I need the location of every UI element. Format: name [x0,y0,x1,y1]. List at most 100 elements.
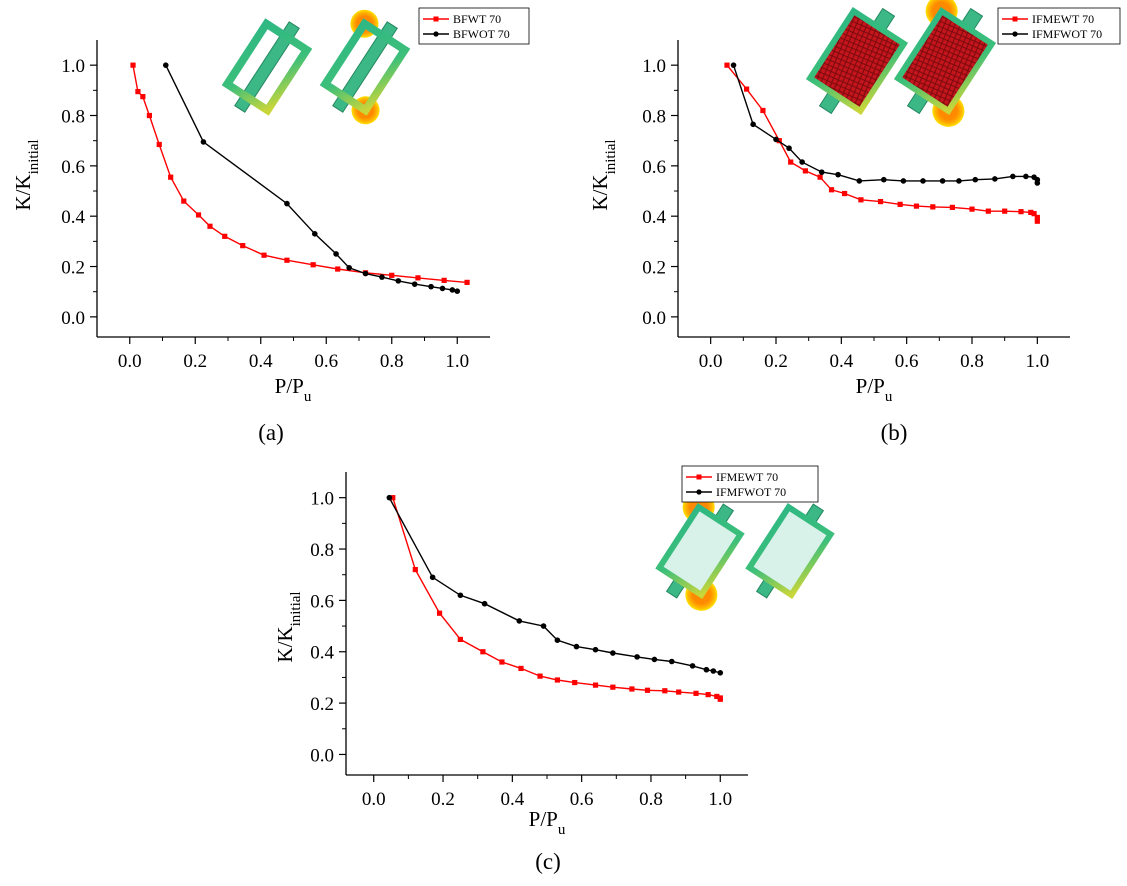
data-point [335,266,341,272]
legend-label: BFWT 70 [453,12,501,26]
data-point [457,636,463,643]
data-point [972,176,979,183]
legend-label: IFMFWOT 70 [1032,27,1102,41]
x-axis-label: P/Pu [529,807,566,838]
data-point [992,176,998,182]
data-point [379,274,385,280]
x-axis-label-sub: u [558,822,566,838]
x-tick-label: 0.0 [699,351,723,372]
data-point [411,281,418,287]
data-point [760,107,766,114]
data-point [710,668,717,674]
data-point [412,566,418,573]
panel-b: 0.0 0.2 0.4 0.6 0.8 1.0 0.0 0.2 0.4 0.6 0.8 1.0 P/Pu… [588,0,1121,445]
y-tick-label: 0.8 [642,107,666,128]
panel-c: 0.0 0.2 0.4 0.6 0.8 1.0 0.0 0.2 0.4 0.6 0.8 1.0 P/Pu… [273,465,835,874]
data-point [261,252,267,258]
data-point [799,159,805,165]
data-point [802,168,808,174]
x-tick-label: 0.4 [500,789,524,810]
data-point [441,277,447,283]
data-point [913,203,920,209]
data-point [481,600,488,607]
y-tick-label: 0.6 [642,157,666,178]
data-point [877,198,884,205]
data-point [956,178,962,184]
data-point [454,288,461,294]
data-point [415,275,421,281]
data-point [572,679,578,686]
x-tick-label: 0.8 [380,351,404,372]
x-tick-label: 0.4 [249,351,273,372]
x-tick-label: 0.0 [118,351,142,372]
x-axis-label-main: P/P [529,807,558,831]
data-point [717,670,724,676]
data-point [592,682,599,688]
x-axis-label: P/Pu [856,374,893,405]
x-tick-label: 0.6 [314,351,338,372]
x-tick-label: 1.0 [445,351,469,372]
x-tick-label: 0.8 [639,789,663,810]
y-tick-label: 1.0 [310,489,334,510]
data-point [930,204,936,210]
x-tick-label: 0.2 [764,351,788,372]
data-point [554,637,561,643]
series-line-black [165,64,458,292]
legend-marker [696,489,702,495]
x-tick-label: 0.6 [895,351,919,372]
x-tick-label: 0.4 [829,351,853,372]
data-point [828,187,835,193]
data-point [162,62,169,68]
data-point [346,264,352,271]
y-tick-label: 1.0 [61,56,85,77]
data-point [858,197,864,203]
x-tick-label: 1.0 [708,789,732,810]
data-point [610,684,616,690]
y-tick-label: 0.6 [61,157,85,178]
data-point [140,94,146,100]
legend-marker [433,16,439,22]
data-point [135,88,141,95]
data-point [362,270,369,277]
x-tick-label: 0.6 [570,789,594,810]
y-axis-label-sub: initial [288,591,304,626]
data-point [750,121,756,128]
data-point [386,494,393,501]
data-point [284,200,290,207]
data-point [949,204,955,210]
legend-label: IFMFWOT 70 [716,485,786,499]
data-point [310,262,316,268]
legend-box [418,7,530,45]
data-point [429,574,436,581]
y-tick-label: 0.0 [642,308,666,329]
legend-label: IFMEWT 70 [1032,12,1094,26]
data-point [644,687,651,693]
legend-marker [433,31,439,37]
y-axis-label-sub: initial [603,139,619,174]
data-point [835,171,841,178]
data-point [689,663,696,669]
series-line-red [726,64,1039,222]
data-point [1002,208,1008,214]
legend-marker [1012,31,1018,37]
data-point [499,659,505,665]
y-axis-label: K/Kinitial [11,139,42,210]
data-point [668,658,675,665]
data-point [573,643,580,650]
data-point [776,138,782,144]
data-point [207,223,213,229]
y-tick-label: 0.2 [642,258,666,279]
data-point [703,666,710,673]
data-point [1010,173,1016,180]
data-point [730,62,737,68]
y-axis-label-main: K/K [273,626,297,662]
data-point [817,174,823,180]
data-point [439,285,446,292]
y-axis-label-main: K/K [11,174,35,210]
y-tick-label: 0.4 [642,207,666,228]
x-tick-label: 0.0 [362,789,386,810]
y-axis-label: K/Kinitial [588,139,619,210]
data-point [592,646,599,653]
